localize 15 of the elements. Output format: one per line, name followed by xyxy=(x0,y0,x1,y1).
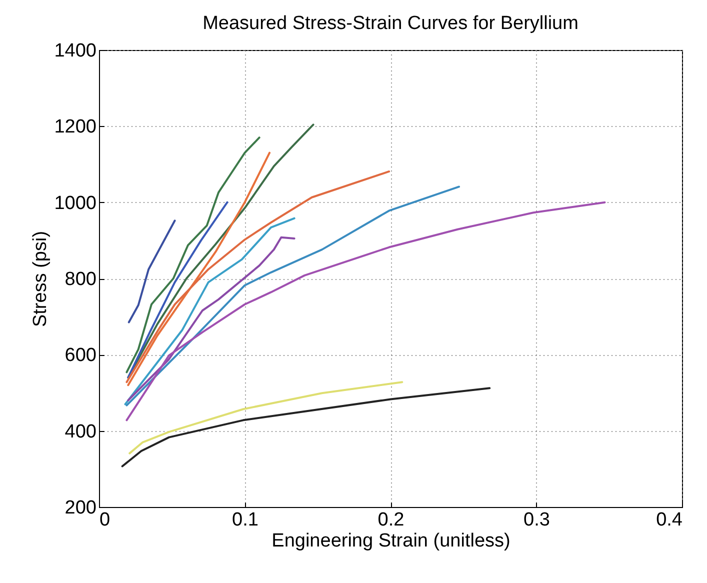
x-tick-label: 0.4 xyxy=(656,510,683,530)
y-axis-title: Stress (psi) xyxy=(30,230,52,328)
y-tick-label: 600 xyxy=(64,345,96,366)
y-tick-label: 800 xyxy=(64,269,96,290)
y-tick-label: 1400 xyxy=(54,40,96,62)
y-tick-label: 200 xyxy=(64,498,96,518)
x-tick-label: 0 xyxy=(100,510,110,530)
y-tick-label: 400 xyxy=(64,421,96,442)
y-tick-label: 1000 xyxy=(54,192,96,214)
x-tick-label: 0.2 xyxy=(378,510,404,530)
x-tick-label: 0.3 xyxy=(524,510,550,530)
x-tick-label: 0.1 xyxy=(232,510,258,530)
x-axis-title: Engineering Strain (unitless) xyxy=(272,530,510,552)
y-tick-label: 1200 xyxy=(54,116,96,138)
chart-title: Measured Stress-Strain Curves for Beryllium xyxy=(202,13,578,34)
